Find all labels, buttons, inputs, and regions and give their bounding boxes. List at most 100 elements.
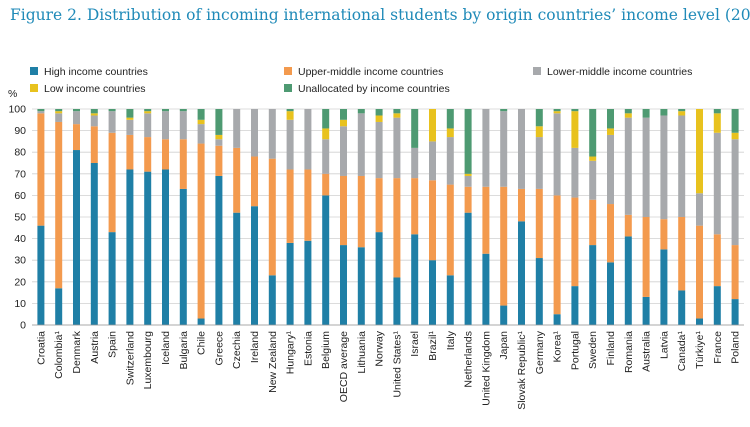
legend-item: Unallocated by income countries xyxy=(284,83,450,95)
bar-segment xyxy=(108,132,116,233)
bar-segment xyxy=(197,109,205,120)
bar-segment xyxy=(571,147,579,198)
x-tick-label: Australia xyxy=(641,331,653,372)
bar-segment xyxy=(429,180,436,261)
bar-segment xyxy=(375,121,383,179)
x-tick-label: Iceland xyxy=(160,331,172,365)
legend-label: Lower-middle income countries xyxy=(547,66,693,78)
bar-segment xyxy=(251,206,258,325)
bar-segment xyxy=(215,175,223,325)
bar-segment xyxy=(197,143,205,319)
bar-segment xyxy=(179,111,187,140)
bar-segment xyxy=(375,232,383,325)
x-tick-label: Denmark xyxy=(71,330,83,373)
bar-segment xyxy=(607,262,614,325)
bar-segment xyxy=(55,111,63,114)
bar-segment xyxy=(411,178,419,235)
legend-item: Low income countries xyxy=(30,83,146,95)
y-tick-label: 60 xyxy=(14,190,26,202)
bar-segment xyxy=(144,137,152,172)
bar-segment xyxy=(73,150,80,325)
bar-segment xyxy=(713,286,721,325)
legend-item: Upper-middle income countries xyxy=(284,66,443,78)
bar-segment xyxy=(215,139,223,146)
bar-segment xyxy=(215,109,223,135)
x-tick-label: Canada¹ xyxy=(676,331,688,372)
bar-segment xyxy=(411,147,419,179)
bar-segment xyxy=(535,109,543,127)
bar-segment xyxy=(589,245,597,325)
x-tick-label: United Kingdom xyxy=(480,331,492,406)
figure-title: Figure 2. Distribution of incoming inter… xyxy=(10,6,750,24)
bar-segment xyxy=(446,128,454,138)
bar-segment xyxy=(340,126,347,176)
bar-segment xyxy=(429,109,436,142)
y-tick-label: 80 xyxy=(14,147,26,159)
x-tick-label: Romania xyxy=(623,331,635,373)
legend-label: Low income countries xyxy=(44,83,146,95)
bar-segment xyxy=(233,147,241,213)
bar-segment xyxy=(126,117,134,120)
x-tick-label: Latvia xyxy=(658,331,670,359)
bar-segment xyxy=(90,109,98,114)
bar-segment xyxy=(162,109,169,112)
x-tick-label: Chile xyxy=(196,331,208,355)
bar-segment xyxy=(571,111,579,148)
bar-segment xyxy=(535,137,543,189)
x-tick-label: Germany xyxy=(534,330,546,374)
bar-segment xyxy=(713,132,721,235)
bar-segment xyxy=(553,111,561,114)
x-tick-label: Finland xyxy=(605,331,617,366)
bar-segment xyxy=(144,109,152,112)
bar-segment xyxy=(55,109,63,112)
bar-segment xyxy=(731,109,739,133)
bar-segment xyxy=(660,219,668,250)
bar-segment xyxy=(322,195,330,325)
bar-segment xyxy=(286,119,294,170)
bar-segment xyxy=(535,126,543,138)
x-tick-label: Luxembourg xyxy=(142,331,154,390)
bar-segment xyxy=(322,173,330,196)
bar-segment xyxy=(411,109,419,148)
bar-segment xyxy=(464,175,472,187)
legend-label: High income countries xyxy=(44,66,148,78)
bar-segment xyxy=(464,186,472,213)
bar-segment xyxy=(144,171,152,325)
bar-segment xyxy=(179,188,187,325)
x-tick-label: Portugal xyxy=(569,331,581,370)
bar-segment xyxy=(500,109,508,112)
bar-segment xyxy=(393,113,401,118)
x-tick-label: New Zealand xyxy=(267,331,279,393)
x-tick-label: Netherlands xyxy=(463,331,475,388)
bar-segment xyxy=(375,109,383,116)
y-tick-label: 30 xyxy=(14,255,26,267)
x-tick-label: Ireland xyxy=(249,331,261,363)
bar-segment xyxy=(126,109,134,118)
bar-segment xyxy=(108,109,116,112)
bar-segment xyxy=(678,109,686,112)
bar-segment xyxy=(713,109,721,114)
bar-segment xyxy=(251,156,258,207)
x-tick-label: Norway xyxy=(374,330,386,366)
bar-segment xyxy=(197,124,205,144)
y-tick-label: 70 xyxy=(14,168,26,180)
bar-segment xyxy=(589,109,597,157)
bar-segment xyxy=(393,109,401,114)
bar-segment xyxy=(37,111,45,114)
legend-swatch xyxy=(30,67,38,75)
bar-segment xyxy=(340,119,347,127)
bar-segment xyxy=(678,290,686,325)
bar-segment xyxy=(286,111,294,120)
bar-segment xyxy=(624,214,632,237)
y-tick-label: 90 xyxy=(14,125,26,137)
bar-segment xyxy=(55,121,63,289)
bar-segment xyxy=(144,113,152,138)
bar-segment xyxy=(393,277,401,325)
bar-segment xyxy=(144,111,152,114)
bar-segment xyxy=(304,169,312,241)
bar-segment xyxy=(446,184,454,276)
bar-segment xyxy=(304,240,312,325)
bar-segment xyxy=(340,245,347,325)
bar-segment xyxy=(340,175,347,246)
bar-segment xyxy=(375,178,383,233)
